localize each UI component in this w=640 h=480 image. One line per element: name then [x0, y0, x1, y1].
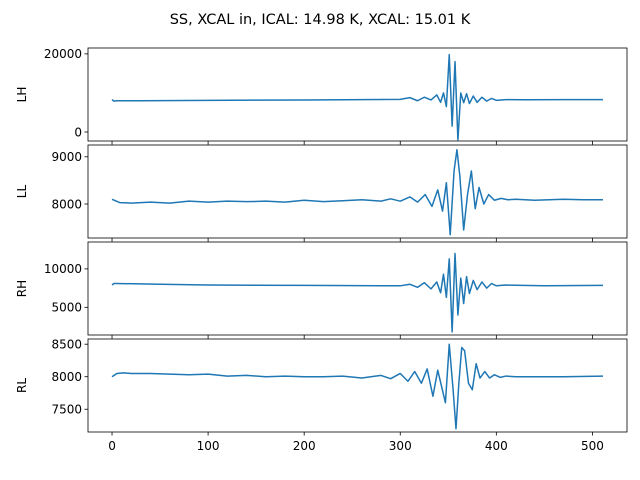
axes-frame [87, 241, 628, 336]
x-tick-label: 300 [389, 439, 412, 453]
x-tick-label: 100 [197, 439, 220, 453]
figure-title: SS, XCAL in, ICAL: 14.98 K, XCAL: 15.01 … [170, 12, 471, 28]
y-axis-label: RH [15, 280, 29, 297]
series-line-rh [111, 252, 603, 333]
y-tick-label: 8000 [51, 370, 82, 384]
y-tick-label: 8500 [51, 338, 82, 352]
series-line-ll [111, 148, 603, 236]
y-tick-label: 9000 [51, 150, 82, 164]
y-tick-label: 7500 [51, 403, 82, 417]
axes-frame [87, 47, 628, 142]
y-tick-label: 20000 [44, 47, 82, 61]
series-line-lh [111, 53, 603, 141]
subplot-stack: 020000LH80009000LL500010000RH75008000850… [15, 47, 628, 453]
subplot-ll: 8000 9000 LL [15, 144, 628, 242]
x-tick-label: 500 [581, 439, 604, 453]
y-axis-label: LH [15, 87, 29, 103]
y-tick-label: 0 [74, 125, 82, 139]
y-tick-label: 8000 [51, 197, 82, 211]
y-tick-label: 5000 [51, 301, 82, 315]
series-line-rl [111, 343, 603, 430]
subplot-lh: 0 20000 LH [15, 47, 628, 145]
axes-frame [87, 338, 628, 433]
subplot-rl: 7500 8000 8500 0 100 200 300 400 500 RL [15, 338, 628, 453]
y-tick-label: 10000 [44, 262, 82, 276]
axes-frame [87, 144, 628, 239]
x-tick-label: 200 [293, 439, 316, 453]
x-tick-label: 0 [108, 439, 116, 453]
y-axis-label: RL [15, 378, 29, 393]
subplot-rh: 5000 10000 RH [15, 241, 628, 339]
y-axis-label: LL [15, 185, 29, 199]
x-tick-label: 400 [485, 439, 508, 453]
